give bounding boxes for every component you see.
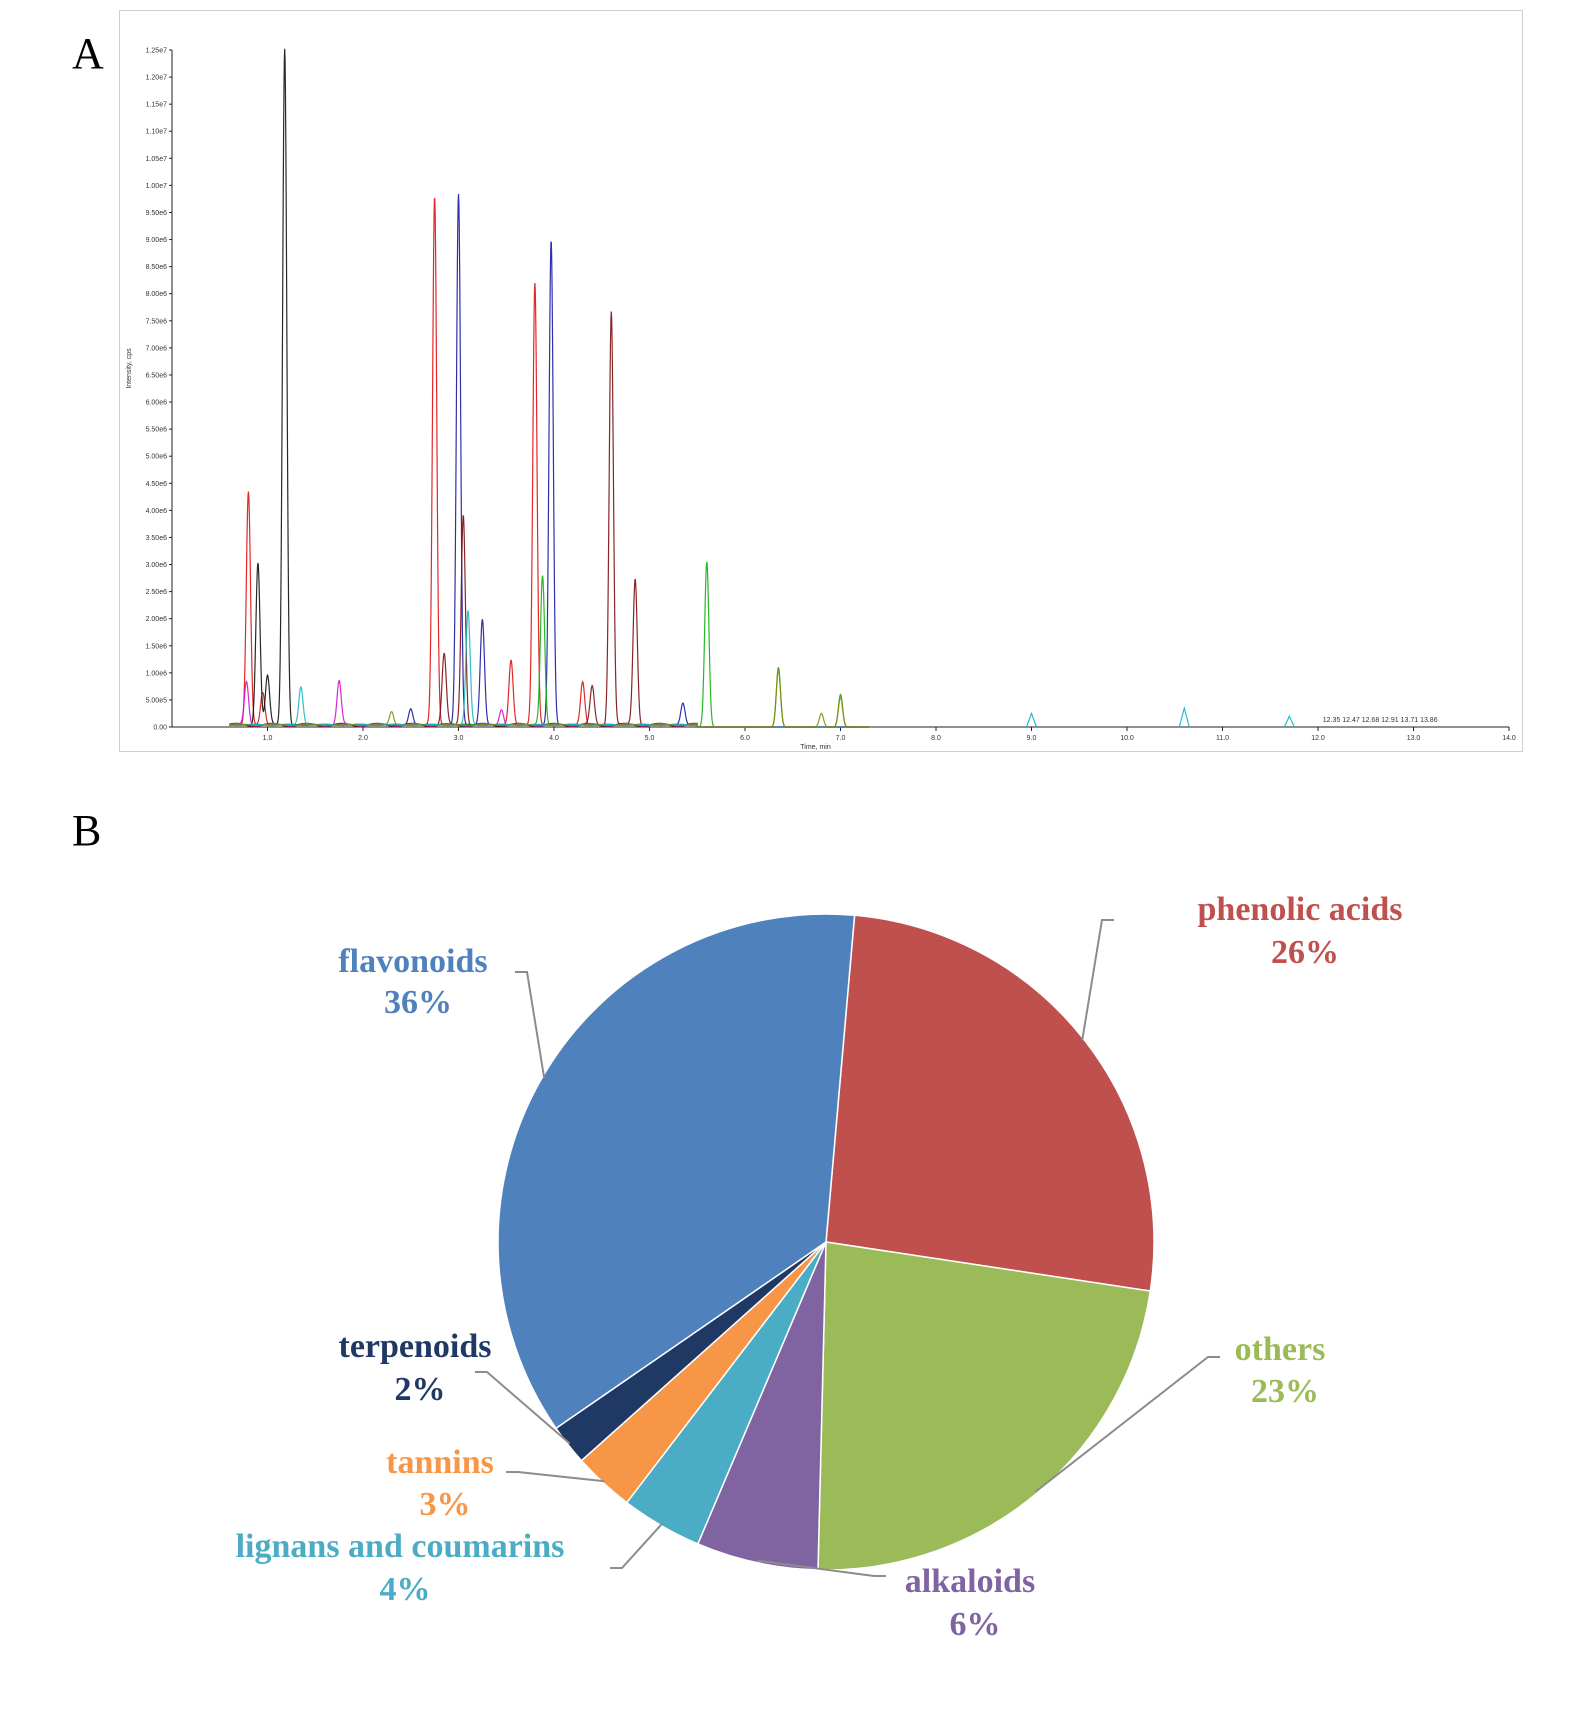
leader-line xyxy=(515,971,546,1079)
pie-label-name: alkaloids xyxy=(905,1563,1035,1600)
leader-line xyxy=(1034,1356,1220,1493)
y-tick-label: 5.00e5 xyxy=(146,697,168,704)
panel-label-b: B xyxy=(72,806,102,855)
y-tick-label: 3.50e6 xyxy=(146,535,168,542)
y-tick-label: 7.50e6 xyxy=(146,318,168,325)
y-tick-label: 9.00e6 xyxy=(146,237,168,244)
y-tick-label: 4.50e6 xyxy=(146,481,168,488)
y-tick-label: 2.50e6 xyxy=(146,589,168,596)
chromatogram-frame xyxy=(119,10,1523,752)
x-tick-label: 3.0 xyxy=(454,735,464,742)
pie-label-percent: 23% xyxy=(1251,1373,1319,1410)
pie-slice-alkaloids xyxy=(696,1241,827,1571)
pie-label-percent: 3% xyxy=(420,1486,471,1523)
peak-annotations: 12.35 12.47 12.68 12.91 13.71 13.86 xyxy=(1323,717,1438,724)
panel-label-a: A xyxy=(72,29,104,78)
y-tick-label: 8.00e6 xyxy=(146,291,168,298)
pie-label-name: tannins xyxy=(386,1444,494,1481)
late-peak-cyan-2 xyxy=(1025,711,1038,728)
pie-slice-others xyxy=(817,1241,1152,1571)
x-tick-label: 11.0 xyxy=(1216,735,1229,742)
x-tick-label: 12.0 xyxy=(1311,735,1325,742)
x-tick-label: 9.0 xyxy=(1027,735,1037,742)
x-tick-label: 10.0 xyxy=(1120,735,1134,742)
series-line-green xyxy=(229,561,870,728)
y-tick-label: 2.00e6 xyxy=(146,616,168,623)
pie-label-name: flavonoids xyxy=(338,943,487,980)
pie-label-name: others xyxy=(1235,1331,1326,1368)
y-tick-label: 1.00e7 xyxy=(146,183,168,190)
pie-label-percent: 6% xyxy=(950,1606,1001,1643)
y-tick-label: 7.00e6 xyxy=(146,345,168,352)
leader-line xyxy=(506,1471,605,1483)
late-peak-cyan-4 xyxy=(1283,714,1295,728)
y-tick-label: 1.25e7 xyxy=(146,48,168,55)
x-tick-label: 1.0 xyxy=(263,735,273,742)
pie-label-name: lignans and coumarins xyxy=(236,1528,565,1565)
y-tick-label: 1.20e7 xyxy=(146,75,168,82)
leader-line xyxy=(475,1371,571,1445)
y-tick-label: 1.00e6 xyxy=(146,670,168,677)
pie-label-percent: 4% xyxy=(380,1571,431,1608)
late-peak-cyan-3 xyxy=(1178,705,1190,728)
leader-line xyxy=(756,1559,886,1577)
x-tick-label: 2.0 xyxy=(358,735,368,742)
y-tick-label: 3.00e6 xyxy=(146,562,168,569)
x-tick-label: 8.0 xyxy=(931,735,941,742)
y-tick-label: 6.00e6 xyxy=(146,400,168,407)
series-line-magenta xyxy=(229,680,870,728)
x-axis-title: Time, min xyxy=(800,744,831,751)
y-tick-label: 5.00e6 xyxy=(146,454,168,461)
y-tick-label: 4.00e6 xyxy=(146,508,168,515)
pie-slice-phenolic-acids xyxy=(825,914,1155,1292)
pie-label-percent: 36% xyxy=(384,984,452,1021)
y-tick-label: 8.50e6 xyxy=(146,264,168,271)
x-tick-label: 4.0 xyxy=(549,735,559,742)
y-tick-label: 1.15e7 xyxy=(146,102,168,109)
pie-label-name: terpenoids xyxy=(339,1328,492,1365)
series-line-cyan xyxy=(229,610,870,728)
leader-line xyxy=(610,1523,663,1569)
x-tick-label: 5.0 xyxy=(645,735,655,742)
pie-slice-flavonoids xyxy=(497,913,856,1430)
chromatogram-chart: 0.00 5.00e5 1.00e6 1.50e6 2.00e6 2.50e6 3.00e6… xyxy=(126,48,1516,752)
y-tick-label: 5.50e6 xyxy=(146,427,168,434)
x-tick-label: 6.0 xyxy=(740,735,750,742)
pie-label-name: phenolic acids xyxy=(1198,891,1403,928)
series-line-olive xyxy=(229,669,870,728)
y-tick-label: 1.05e7 xyxy=(146,156,168,163)
pie-chart: phenolic acids 26% others 23% alkaloids 6% lig… xyxy=(236,891,1403,1643)
series-line-navy xyxy=(229,193,870,728)
x-tick-label: 13.0 xyxy=(1407,735,1421,742)
pie-label-percent: 2% xyxy=(395,1371,446,1408)
y-tick-label: 1.10e7 xyxy=(146,129,168,136)
y-tick-label: 1.50e6 xyxy=(146,643,168,650)
y-tick-label: 6.50e6 xyxy=(146,372,168,379)
y-tick-label: 0.00 xyxy=(153,725,167,732)
leader-line xyxy=(1081,919,1114,1041)
x-tick-label: 7.0 xyxy=(836,735,846,742)
y-tick-label: 9.50e6 xyxy=(146,210,168,217)
y-axis-title: Intensity, cps xyxy=(126,348,133,389)
pie-label-percent: 26% xyxy=(1271,934,1339,971)
x-tick-label: 14.0 xyxy=(1502,735,1516,742)
